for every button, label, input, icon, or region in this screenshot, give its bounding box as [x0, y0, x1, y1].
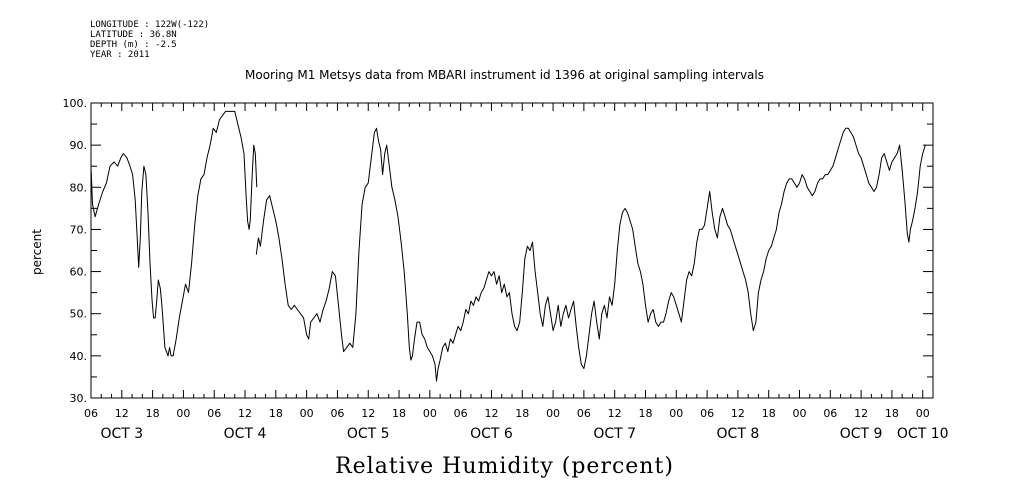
y-axis-label: percent — [30, 229, 44, 275]
chart-title: Mooring M1 Metsys data from MBARI instru… — [245, 68, 764, 82]
x-tick-label: 18 — [885, 407, 899, 420]
x-tick-label: 06 — [823, 407, 837, 420]
x-date-label: OCT 6 — [470, 426, 513, 442]
x-tick-label: 06 — [577, 407, 591, 420]
x-tick-label: 06 — [84, 407, 98, 420]
humidity-series-line — [255, 127, 926, 382]
x-date-label: OCT 10 — [897, 426, 949, 442]
x-axis-label: Relative Humidity (percent) — [335, 454, 674, 479]
x-tick-label: 00 — [669, 407, 683, 420]
x-tick-label: 12 — [608, 407, 622, 420]
x-date-label: OCT 4 — [224, 426, 267, 442]
x-tick-label: 18 — [762, 407, 776, 420]
longitude-label: LONGITUDE : 122W(-122) — [90, 20, 210, 30]
year-label: YEAR : 2011 — [90, 50, 150, 60]
data-lines — [90, 110, 926, 382]
x-tick-label: 00 — [793, 407, 807, 420]
humidity-series-line — [90, 110, 258, 357]
x-tick-label: 12 — [484, 407, 498, 420]
x-date-label: OCT 9 — [840, 426, 883, 442]
x-tick-label: 18 — [515, 407, 529, 420]
x-tick-label: 00 — [300, 407, 314, 420]
x-tick-label: 00 — [916, 407, 930, 420]
x-date-label: OCT 7 — [593, 426, 636, 442]
plot-frame — [90, 102, 934, 399]
y-tick-label: 100. — [63, 97, 88, 110]
x-date-label: OCT 8 — [717, 426, 760, 442]
x-tick-label: 12 — [854, 407, 868, 420]
x-date-label: OCT 5 — [347, 426, 390, 442]
x-tick-label: 12 — [238, 407, 252, 420]
depth-label: DEPTH (m) : -2.5 — [90, 40, 177, 50]
y-tick-label: 50. — [70, 308, 88, 321]
x-tick-label: 00 — [546, 407, 560, 420]
x-tick-label: 00 — [176, 407, 190, 420]
y-tick-label: 30. — [70, 392, 88, 405]
x-tick-label: 18 — [638, 407, 652, 420]
x-tick-label: 18 — [146, 407, 160, 420]
metadata-block: LONGITUDE : 122W(-122) LATITUDE : 36.8N … — [90, 20, 209, 60]
x-tick-label: 06 — [330, 407, 344, 420]
y-tick-label: 90. — [70, 139, 88, 152]
latitude-label: LATITUDE : 36.8N — [90, 30, 177, 40]
x-tick-label: 06 — [454, 407, 468, 420]
x-tick-label: 12 — [115, 407, 129, 420]
x-tick-label: 06 — [207, 407, 221, 420]
y-tick-label: 40. — [70, 350, 88, 363]
axes: 30. 40. 50. 60. 70. 80. 90. 100. 06 12 18 00 06 12 18 0… — [63, 97, 949, 442]
y-tick-label: 60. — [70, 266, 88, 279]
y-tick-label: 70. — [70, 223, 88, 236]
x-tick-label: 06 — [700, 407, 714, 420]
y-tick-label: 80. — [70, 181, 88, 194]
x-tick-label: 18 — [392, 407, 406, 420]
x-date-label: OCT 3 — [100, 426, 143, 442]
x-tick-label: 18 — [269, 407, 283, 420]
x-tick-label: 00 — [423, 407, 437, 420]
x-tick-label: 12 — [361, 407, 375, 420]
x-tick-label: 12 — [731, 407, 745, 420]
